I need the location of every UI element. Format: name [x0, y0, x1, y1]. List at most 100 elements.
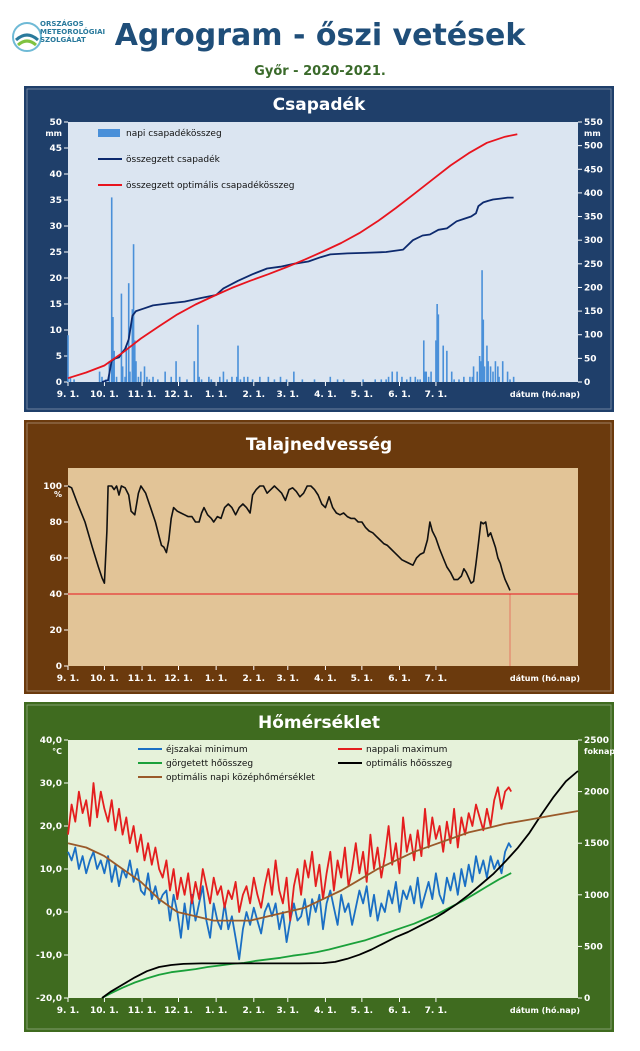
bar	[480, 361, 482, 382]
x-tick-label: 2. 1.	[243, 390, 265, 400]
bar	[425, 371, 428, 382]
bar	[208, 376, 210, 382]
logo-text: ORSZÁGOS METEOROLÓGIAI SZOLGÁLAT	[40, 20, 105, 44]
bar	[463, 376, 465, 382]
bar	[374, 379, 377, 382]
chart-title: Talajnedvesség	[246, 435, 392, 455]
bar	[486, 345, 488, 382]
y2-unit: foknap	[584, 747, 614, 756]
y2-tick-label: 200	[584, 283, 603, 293]
bar	[469, 376, 471, 382]
series-line	[101, 872, 512, 999]
x-tick-label: 10. 1.	[90, 390, 119, 400]
y-tick-label: 40	[49, 590, 62, 600]
y-tick-label: 45	[49, 144, 62, 154]
bar	[193, 361, 196, 382]
bar	[218, 376, 221, 382]
bar	[487, 361, 489, 382]
x-tick-label: 3. 1.	[277, 1006, 300, 1016]
y-tick-label: 15	[49, 300, 62, 310]
bar	[409, 376, 412, 382]
page-subtitle: Győr - 2020-2021.	[254, 64, 386, 79]
bar	[401, 376, 403, 382]
bar	[112, 317, 114, 382]
bar	[246, 376, 249, 382]
y-tick-label: 20	[49, 626, 62, 636]
logo-line-2: METEOROLÓGIAI	[40, 28, 106, 36]
bar	[391, 371, 394, 382]
y2-tick-label: 450	[584, 165, 603, 175]
bar	[267, 376, 270, 382]
y2-tick-label: 1000	[584, 891, 609, 901]
bar	[69, 376, 72, 382]
y-tick-label: 100	[43, 482, 62, 492]
bar	[476, 371, 479, 382]
bar	[437, 314, 440, 382]
plot-area	[68, 468, 578, 666]
y-tick-label: 30	[49, 222, 62, 232]
chart-title: Hőmérséklet	[258, 713, 380, 733]
x-axis-label: dátum (hó.nap)	[510, 673, 580, 683]
bar	[127, 283, 130, 382]
bar	[113, 350, 115, 382]
y-tick-label: 50	[49, 118, 62, 128]
bar	[121, 366, 124, 382]
bar	[197, 324, 199, 382]
bar	[385, 379, 387, 382]
y-tick-label: 80	[49, 518, 62, 528]
x-tick-label: 3. 1.	[277, 390, 300, 400]
bar	[380, 379, 383, 382]
temperature-panel: Hőmérséklet -20,0 -10,0 0,0 10,0 20,0 30,0 40,0…	[24, 702, 614, 1032]
y2-tick-label: 500	[584, 942, 603, 952]
y-tick-label: 0,0	[46, 908, 62, 918]
bar	[129, 371, 131, 382]
legend-label: nappali maximum	[366, 745, 447, 755]
x-axis-label: dátum (hó.nap)	[510, 389, 580, 399]
bar	[414, 376, 417, 382]
bar	[137, 376, 140, 382]
y2-unit: mm	[584, 129, 601, 138]
bar	[483, 366, 486, 382]
bar	[175, 361, 177, 382]
soil-moisture-chart: Talajnedvesség 0 20 40 60 80 100% 9. 1. 10. 1. 11…	[24, 420, 614, 694]
bar	[237, 345, 239, 382]
series-line	[101, 770, 579, 999]
x-tick-label: 4. 1.	[314, 1006, 337, 1016]
bar	[329, 376, 332, 382]
bar	[135, 361, 137, 382]
bar	[120, 293, 123, 382]
x-tick-label: 6. 1.	[388, 390, 411, 400]
bar	[186, 379, 188, 382]
panel-border	[26, 422, 612, 692]
y2-tick-label: 500	[584, 142, 603, 152]
bar	[101, 376, 103, 382]
x-tick-label: 1. 1.	[205, 1006, 228, 1016]
y2-tick-label: 350	[584, 213, 603, 223]
bar	[170, 376, 173, 382]
logo-line-3: SZOLGÁLAT	[40, 36, 86, 44]
x-tick-label: 10. 1.	[90, 674, 119, 684]
bar	[146, 376, 148, 382]
y2-tick-label: 250	[584, 260, 603, 270]
y-tick-label: 25	[49, 248, 62, 258]
bar	[427, 376, 430, 382]
x-tick-label: 7. 1.	[425, 674, 448, 684]
y-unit: mm	[45, 129, 62, 138]
bar	[259, 376, 261, 382]
bar	[226, 379, 228, 382]
y-tick-label: 40	[49, 170, 62, 180]
bar	[458, 379, 460, 382]
y-tick-label: 40,0	[40, 736, 62, 746]
y-unit: %	[54, 490, 62, 499]
bar	[509, 379, 511, 382]
bar	[313, 379, 316, 382]
bar	[492, 371, 494, 382]
bar	[152, 376, 154, 382]
bar	[436, 304, 438, 382]
bar	[148, 379, 151, 382]
bar	[494, 361, 497, 382]
legend-label: összegzett csapadék	[126, 154, 221, 165]
panel-border	[26, 704, 612, 1030]
y-tick-label: 60	[49, 554, 62, 564]
y-tick-label: 0	[56, 378, 62, 388]
